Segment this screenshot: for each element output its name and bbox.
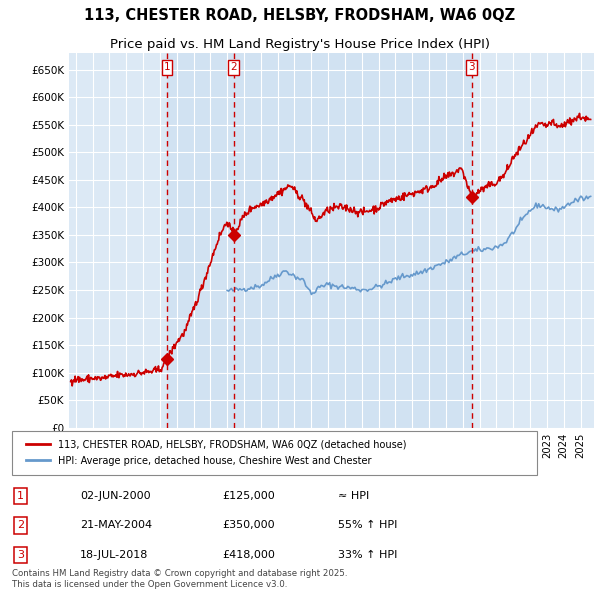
Text: Price paid vs. HM Land Registry's House Price Index (HPI): Price paid vs. HM Land Registry's House … bbox=[110, 38, 490, 51]
Text: £125,000: £125,000 bbox=[222, 491, 275, 501]
Legend: 113, CHESTER ROAD, HELSBY, FRODSHAM, WA6 0QZ (detached house), HPI: Average pric: 113, CHESTER ROAD, HELSBY, FRODSHAM, WA6… bbox=[22, 436, 410, 470]
Text: 21-MAY-2004: 21-MAY-2004 bbox=[80, 520, 152, 530]
Text: 02-JUN-2000: 02-JUN-2000 bbox=[80, 491, 151, 501]
Text: 55% ↑ HPI: 55% ↑ HPI bbox=[337, 520, 397, 530]
Bar bbox=[167, 53, 233, 428]
Text: 1: 1 bbox=[17, 491, 24, 501]
Text: 1: 1 bbox=[164, 63, 170, 73]
Text: 18-JUL-2018: 18-JUL-2018 bbox=[80, 550, 149, 560]
Text: Contains HM Land Registry data © Crown copyright and database right 2025.
This d: Contains HM Land Registry data © Crown c… bbox=[12, 569, 347, 589]
Text: 33% ↑ HPI: 33% ↑ HPI bbox=[337, 550, 397, 560]
Text: 2: 2 bbox=[17, 520, 25, 530]
Text: 3: 3 bbox=[469, 63, 475, 73]
Text: 3: 3 bbox=[17, 550, 24, 560]
Text: 113, CHESTER ROAD, HELSBY, FRODSHAM, WA6 0QZ: 113, CHESTER ROAD, HELSBY, FRODSHAM, WA6… bbox=[85, 8, 515, 22]
Text: 2: 2 bbox=[230, 63, 237, 73]
Text: £350,000: £350,000 bbox=[222, 520, 275, 530]
Text: £418,000: £418,000 bbox=[222, 550, 275, 560]
Bar bbox=[233, 53, 472, 428]
Text: ≈ HPI: ≈ HPI bbox=[337, 491, 369, 501]
